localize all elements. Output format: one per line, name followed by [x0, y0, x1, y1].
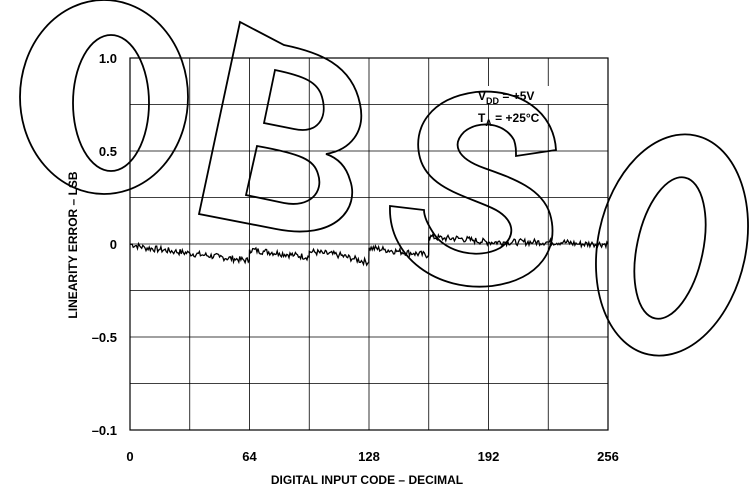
- watermark-letter-b-inner-bottom: [244, 144, 321, 205]
- watermark-letter-o-right: [595, 133, 749, 357]
- x-tick-label: 0: [126, 449, 133, 464]
- y-axis-title: LINEARITY ERROR – LSB: [66, 171, 80, 318]
- y-tick-label: –0.5: [92, 330, 117, 345]
- series-line-linearity-error: [129, 232, 609, 267]
- watermark-letter-o-left-inner: [72, 34, 150, 172]
- watermark-letter-o-right-inner: [633, 176, 707, 320]
- tick-labels: 0 64 128 192 256 1.0 0.5 0 –0.5 –0.1: [92, 51, 619, 464]
- watermark-letter-b-inner-top: [262, 68, 325, 131]
- watermark-letter-s: [389, 90, 557, 288]
- y-tick-label: 0.5: [99, 144, 117, 159]
- annotation-vdd-background: [476, 86, 576, 104]
- x-tick-label: 64: [242, 449, 257, 464]
- x-tick-label: 128: [358, 449, 380, 464]
- watermark-letter-b: [197, 20, 363, 233]
- grid: [130, 58, 608, 430]
- x-tick-label: 192: [478, 449, 500, 464]
- y-tick-label: 0: [110, 237, 117, 252]
- annotation-ta: TA = +25°C: [478, 111, 540, 128]
- x-tick-label: 256: [597, 449, 619, 464]
- watermark-obso: [19, 0, 749, 357]
- annotations: VDD = +5V TA = +25°C: [476, 86, 576, 128]
- annotation-vdd: VDD = +5V: [478, 89, 534, 106]
- y-tick-label: –0.1: [92, 423, 117, 438]
- y-tick-label: 1.0: [99, 51, 117, 66]
- watermark-letter-o-left: [19, 0, 189, 195]
- x-axis-title: DIGITAL INPUT CODE – DECIMAL: [271, 473, 463, 487]
